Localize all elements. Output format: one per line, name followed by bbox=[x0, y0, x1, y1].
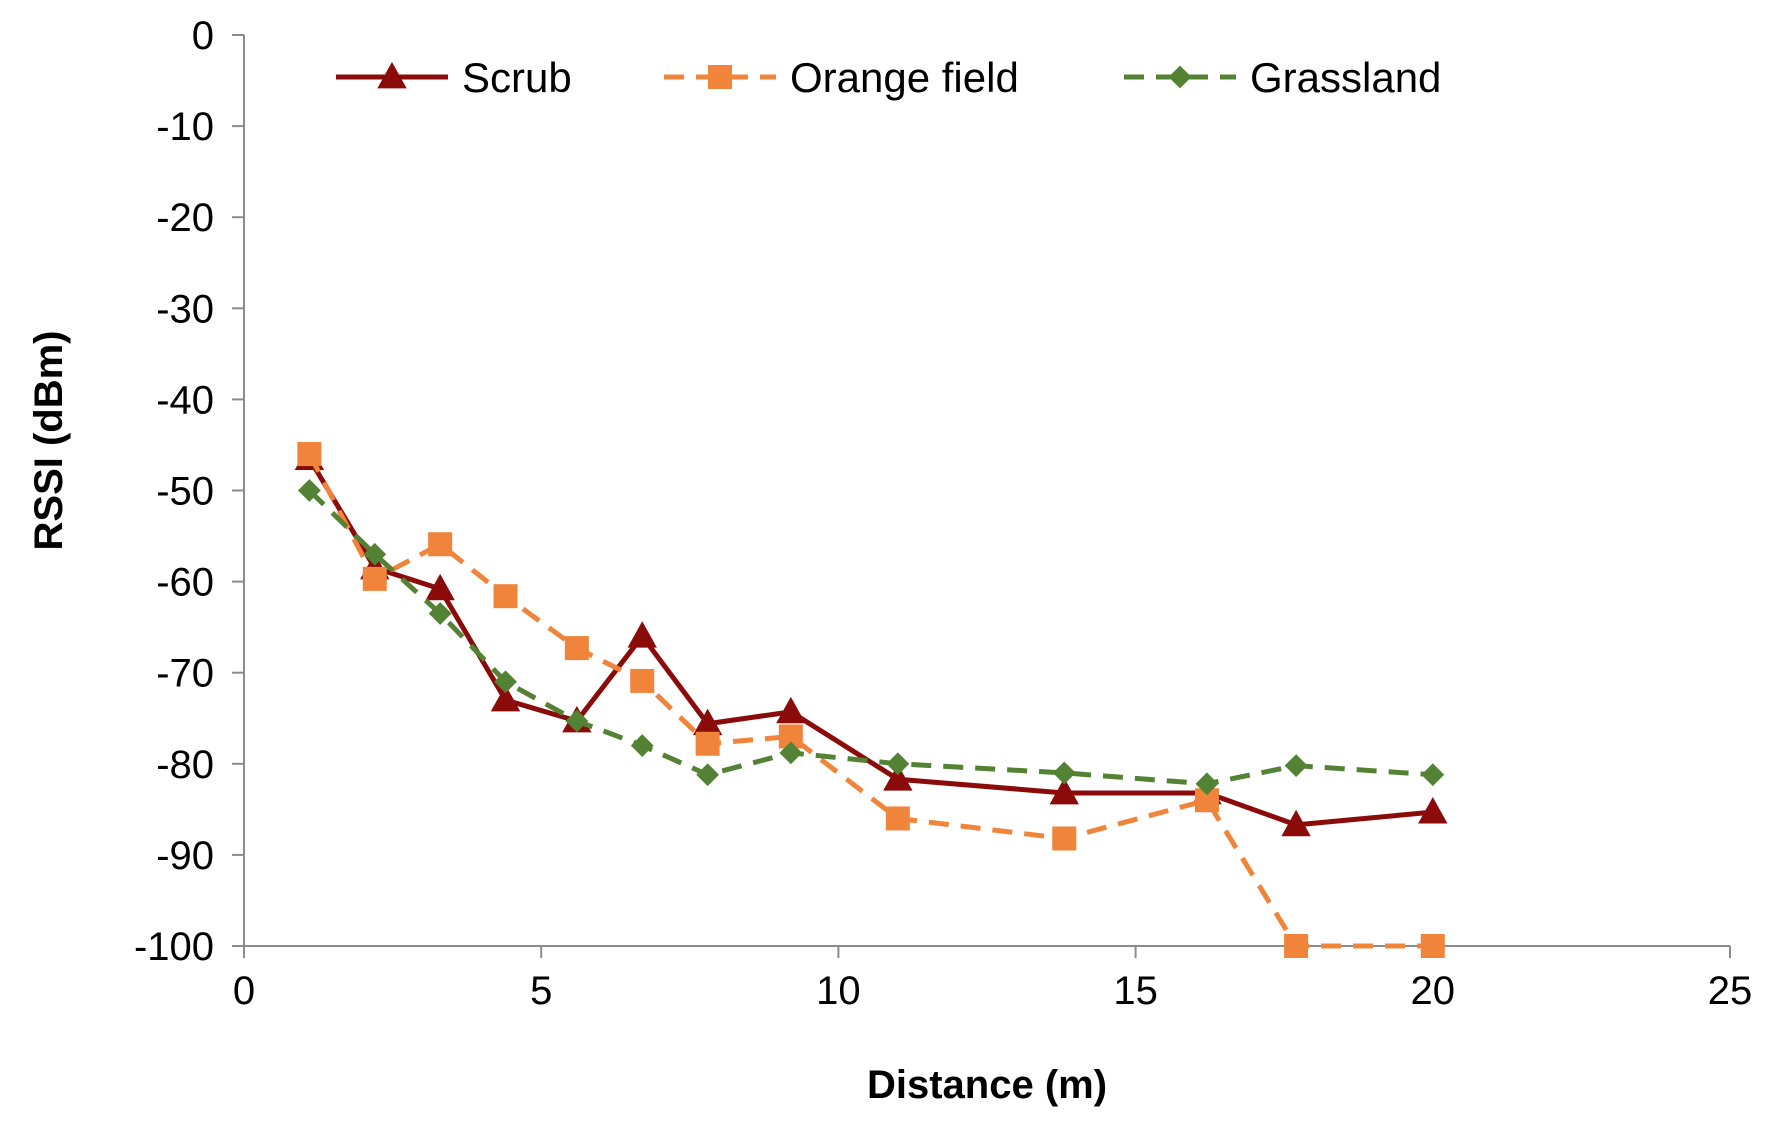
y-tick-label: -20 bbox=[156, 196, 214, 240]
legend: Scrub Orange field Grassland bbox=[336, 54, 1441, 101]
y-tick-label: -90 bbox=[156, 834, 214, 878]
y-tick-label: -70 bbox=[156, 652, 214, 696]
x-tick-label: 25 bbox=[1708, 969, 1753, 1013]
data-point bbox=[1284, 934, 1309, 958]
data-point bbox=[1049, 777, 1079, 805]
data-point bbox=[1420, 934, 1445, 958]
y-axis: 0 -10 -20 -30 -40 -50 -60 -70 -80 -90 -100 bbox=[134, 14, 245, 969]
data-point bbox=[1052, 826, 1077, 851]
data-point bbox=[362, 566, 387, 591]
data-point bbox=[494, 670, 517, 694]
data-point bbox=[630, 734, 654, 757]
data-point bbox=[564, 636, 589, 661]
y-axis-title: RSSI (dBm) bbox=[27, 331, 71, 551]
data-point bbox=[696, 763, 720, 787]
y-tick-label: -10 bbox=[156, 105, 214, 149]
y-tick-label: -80 bbox=[156, 743, 214, 787]
x-tick-label: 10 bbox=[816, 969, 861, 1013]
legend-label: Grassland bbox=[1250, 54, 1441, 101]
data-point bbox=[1052, 761, 1076, 785]
data-point bbox=[885, 806, 910, 831]
series-grassland bbox=[297, 479, 1445, 796]
x-axis-title: Distance (m) bbox=[867, 1063, 1107, 1107]
x-axis: 0 5 10 15 20 25 bbox=[233, 945, 1752, 1013]
x-ticks: 0 5 10 15 20 25 bbox=[233, 946, 1752, 1013]
data-point bbox=[630, 668, 655, 693]
data-point bbox=[565, 709, 589, 733]
x-tick-label: 5 bbox=[530, 969, 552, 1013]
series-layer bbox=[294, 442, 1448, 958]
data-point bbox=[425, 573, 455, 601]
data-point bbox=[297, 479, 321, 502]
x-tick-label: 15 bbox=[1113, 969, 1158, 1013]
y-tick-label: -100 bbox=[134, 925, 214, 969]
y-tick-label: -40 bbox=[156, 378, 214, 422]
y-tick-label: -60 bbox=[156, 561, 214, 605]
data-point bbox=[1281, 809, 1311, 837]
y-ticks: 0 -10 -20 -30 -40 -50 -60 -70 -80 -90 -100 bbox=[134, 14, 244, 969]
data-point bbox=[428, 602, 452, 625]
data-point bbox=[493, 584, 518, 609]
y-tick-label: -30 bbox=[156, 287, 214, 331]
data-point bbox=[1284, 754, 1308, 778]
legend-item: Orange field bbox=[664, 54, 1019, 101]
legend-label: Orange field bbox=[790, 54, 1019, 101]
y-tick-label: 0 bbox=[192, 14, 214, 58]
data-point bbox=[297, 442, 322, 467]
legend-marker bbox=[708, 65, 732, 89]
y-tick-label: -50 bbox=[156, 470, 214, 514]
data-point bbox=[1195, 772, 1219, 796]
data-point bbox=[490, 684, 521, 712]
data-point bbox=[1418, 797, 1448, 824]
data-point bbox=[363, 542, 387, 566]
data-point bbox=[1421, 763, 1445, 787]
data-point bbox=[695, 731, 720, 756]
legend-marker bbox=[377, 61, 407, 89]
data-point bbox=[883, 764, 913, 791]
data-point bbox=[776, 696, 806, 724]
legend-item: Scrub bbox=[336, 54, 572, 101]
x-tick-label: 20 bbox=[1411, 969, 1456, 1013]
data-point bbox=[886, 752, 910, 776]
series-orange-field bbox=[297, 442, 1445, 958]
legend-label: Scrub bbox=[462, 54, 572, 101]
data-point bbox=[779, 741, 803, 765]
data-point bbox=[627, 621, 657, 648]
data-point bbox=[428, 532, 453, 557]
x-tick-label: 0 bbox=[233, 969, 255, 1013]
legend-item: Grassland bbox=[1124, 54, 1441, 101]
legend-marker bbox=[1168, 65, 1192, 89]
